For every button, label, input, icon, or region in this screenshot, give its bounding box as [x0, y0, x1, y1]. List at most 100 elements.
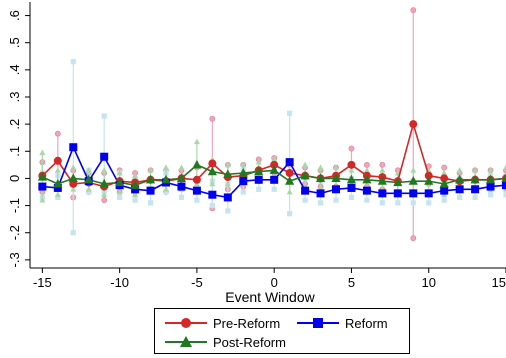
- data-point-reform: [38, 182, 47, 191]
- data-point-reform: [409, 189, 418, 198]
- ci-endpoint-pre-reform: [348, 145, 355, 152]
- ci-endpoint-post-reform: [487, 167, 494, 173]
- ci-endpoint-pre-reform: [410, 7, 417, 14]
- ci-endpoint-post-reform: [39, 149, 46, 156]
- y-tick-label: .6: [7, 10, 22, 21]
- y-tick-label: .3: [7, 92, 22, 103]
- data-point-post-reform: [393, 177, 403, 187]
- y-tick-label: .2: [7, 119, 22, 130]
- data-point-post-reform: [501, 173, 506, 183]
- data-point-reform: [471, 185, 480, 194]
- data-point-pre-reform: [53, 156, 62, 165]
- x-tick-label: -5: [191, 275, 203, 290]
- ci-endpoint-reform: [302, 197, 308, 203]
- data-point-post-reform: [300, 170, 310, 180]
- ci-endpoint-post-reform: [132, 172, 139, 179]
- ci-endpoint-reform: [178, 194, 185, 201]
- data-point-post-reform: [315, 173, 326, 183]
- ci-endpoint-reform: [194, 197, 200, 203]
- y-tick-label: -.2: [7, 225, 22, 240]
- ci-endpoint-reform: [86, 189, 92, 195]
- data-point-reform: [69, 143, 78, 152]
- data-point-post-reform: [470, 174, 480, 184]
- ci-endpoint-reform: [472, 194, 478, 201]
- ci-endpoint-reform: [240, 189, 246, 195]
- ci-endpoint-post-reform: [271, 156, 278, 162]
- data-point-reform: [270, 175, 279, 184]
- ci-endpoint-post-reform: [147, 167, 154, 173]
- ci-endpoint-post-reform: [54, 191, 61, 198]
- data-point-reform: [208, 190, 217, 199]
- ci-endpoint-reform: [147, 200, 154, 206]
- y-tick-label: -.1: [7, 198, 22, 213]
- legend: Pre-Reform Reform Post-Reform: [154, 308, 410, 354]
- legend-label-post-reform: Post-Reform: [213, 334, 286, 350]
- data-point-reform: [285, 158, 294, 167]
- data-point-pre-reform: [208, 159, 217, 168]
- data-point-reform: [347, 183, 356, 192]
- ci-endpoint-post-reform: [224, 161, 231, 168]
- ci-endpoint-post-reform: [456, 167, 463, 173]
- ci-endpoint-reform: [163, 189, 169, 195]
- ci-endpoint-reform: [209, 202, 215, 209]
- ci-endpoint-reform: [117, 194, 123, 201]
- ci-endpoint-reform: [410, 200, 416, 206]
- ci-endpoint-reform: [256, 186, 262, 192]
- ci-endpoint-post-reform: [224, 180, 231, 187]
- ci-endpoint-post-reform: [163, 164, 169, 170]
- x-tick-label: -15: [33, 275, 52, 290]
- ci-endpoint-reform: [271, 186, 277, 192]
- data-point-post-reform: [269, 165, 279, 174]
- data-point-post-reform: [408, 176, 418, 185]
- legend-swatch-reform: [297, 317, 339, 329]
- ci-endpoint-reform: [287, 110, 293, 116]
- data-point-post-reform: [115, 177, 125, 187]
- legend-swatch-post-reform: [165, 336, 207, 348]
- data-point-post-reform: [176, 173, 187, 183]
- ci-endpoint-post-reform: [193, 138, 200, 145]
- data-point-post-reform: [285, 176, 295, 185]
- ci-endpoint-post-reform: [348, 167, 355, 173]
- ci-endpoint-post-reform: [39, 196, 46, 203]
- ci-endpoint-post-reform: [116, 169, 123, 176]
- data-point-reform: [177, 182, 186, 191]
- ci-endpoint-pre-reform: [101, 197, 108, 204]
- x-axis-title: Event Window: [225, 289, 315, 305]
- ci-endpoint-post-reform: [379, 167, 386, 173]
- ci-endpoint-pre-reform: [379, 161, 386, 168]
- data-point-reform: [100, 152, 109, 161]
- ci-endpoint-reform: [70, 230, 76, 236]
- data-point-reform: [254, 175, 263, 184]
- ci-endpoint-reform: [364, 197, 370, 203]
- data-point-post-reform: [362, 174, 372, 184]
- ci-endpoint-pre-reform: [410, 235, 417, 242]
- data-point-post-reform: [99, 178, 109, 188]
- y-tick-label: -.3: [7, 252, 22, 267]
- ci-endpoint-pre-reform: [364, 161, 370, 168]
- data-point-post-reform: [145, 174, 156, 184]
- ci-endpoint-reform: [287, 211, 293, 217]
- ci-endpoint-reform: [317, 200, 324, 206]
- data-point-pre-reform: [192, 175, 201, 184]
- ci-endpoint-reform: [441, 197, 447, 203]
- data-point-post-reform: [37, 172, 47, 181]
- data-point-post-reform: [455, 174, 465, 184]
- data-point-post-reform: [377, 176, 387, 185]
- data-point-post-reform: [192, 159, 202, 169]
- data-point-pre-reform: [409, 120, 418, 129]
- data-point-pre-reform: [347, 160, 356, 169]
- y-tick-label: 0: [7, 175, 22, 182]
- data-point-pre-reform: [270, 160, 279, 169]
- data-point-post-reform: [161, 174, 171, 184]
- x-tick-label: 10: [421, 275, 435, 290]
- ci-endpoint-reform: [55, 194, 61, 201]
- legend-label-reform: Reform: [345, 315, 388, 331]
- ci-endpoint-post-reform: [255, 158, 262, 165]
- series-markers: [37, 120, 506, 202]
- data-point-reform: [362, 186, 371, 195]
- data-point-reform: [424, 189, 433, 198]
- data-point-reform: [502, 181, 506, 190]
- data-point-post-reform: [130, 180, 140, 189]
- data-point-pre-reform: [440, 174, 449, 183]
